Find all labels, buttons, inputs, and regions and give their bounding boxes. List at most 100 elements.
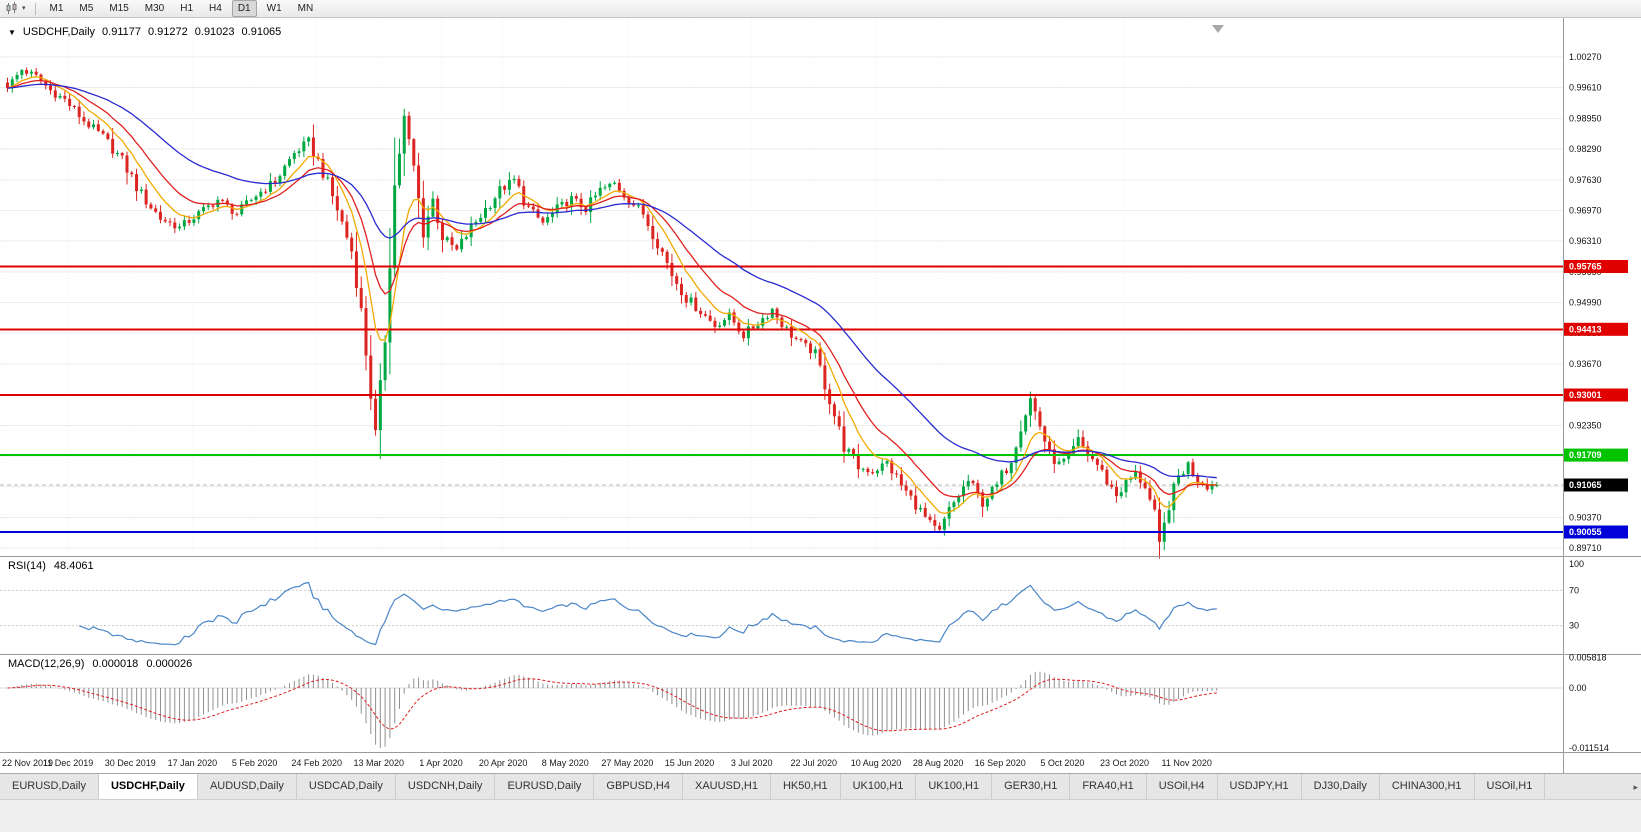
svg-text:27 May 2020: 27 May 2020 <box>601 758 653 768</box>
tab-AUDUSD,Daily[interactable]: AUDUSD,Daily <box>198 774 297 799</box>
price-grid <box>0 56 1563 549</box>
timeframe-button-M1[interactable]: M1 <box>44 0 70 17</box>
tab-GER30,H1[interactable]: GER30,H1 <box>992 774 1071 799</box>
macd-label: MACD(12,26,9) 0.000018 0.000026 <box>8 658 192 670</box>
chart-shift-marker[interactable] <box>1212 25 1224 33</box>
timeframe-buttons: M1 M5 M15 M30 H1 H4 D1 W1 MN <box>42 0 322 17</box>
price-tags: 0.95765 0.94413 0.93001 0.91709 0.90055 0.910… <box>1564 260 1628 539</box>
chart-window: 1.00270 0.99610 0.98950 0.98290 0.97630 0.969… <box>0 18 1641 773</box>
svg-text:3 Jul 2020: 3 Jul 2020 <box>731 758 773 768</box>
svg-text:5 Oct 2020: 5 Oct 2020 <box>1040 758 1084 768</box>
tab-XAUUSD,H1[interactable]: XAUUSD,H1 <box>683 774 771 799</box>
svg-text:13 Mar 2020: 13 Mar 2020 <box>354 758 405 768</box>
svg-text:0.00: 0.00 <box>1569 683 1587 693</box>
moving-average-1 <box>7 79 1217 498</box>
chart-header: ▼ USDCHF,Daily 0.91177 0.91272 0.91023 0… <box>8 26 281 38</box>
macd-histogram <box>11 671 1218 748</box>
svg-text:0.90370: 0.90370 <box>1569 512 1602 522</box>
svg-text:30 Dec 2019: 30 Dec 2019 <box>105 758 156 768</box>
svg-text:22 Nov 2019: 22 Nov 2019 <box>2 758 53 768</box>
svg-text:0.98290: 0.98290 <box>1569 144 1602 154</box>
horizontal-lines[interactable] <box>0 265 1563 533</box>
chart-type-icon[interactable] <box>5 2 18 15</box>
svg-text:22 Jul 2020: 22 Jul 2020 <box>791 758 838 768</box>
svg-text:0.89710: 0.89710 <box>1569 543 1602 553</box>
svg-text:11 Dec 2019: 11 Dec 2019 <box>43 758 93 768</box>
tab-HK50,H1[interactable]: HK50,H1 <box>771 774 841 799</box>
quote-open: 0.91177 <box>102 26 141 38</box>
svg-text:5 Feb 2020: 5 Feb 2020 <box>232 758 278 768</box>
svg-text:0.96310: 0.96310 <box>1569 236 1602 246</box>
timeframe-button-M15[interactable]: M15 <box>103 0 134 17</box>
svg-text:28 Aug 2020: 28 Aug 2020 <box>913 758 964 768</box>
candles <box>6 67 1219 559</box>
toolbar-separator <box>34 2 36 15</box>
tab-FRA40,H1[interactable]: FRA40,H1 <box>1070 774 1147 799</box>
macd-value: 0.000018 <box>92 658 139 670</box>
tab-USDCNH,Daily[interactable]: USDCNH,Daily <box>396 774 496 799</box>
svg-text:70: 70 <box>1569 585 1579 595</box>
chart-tabs: ▸ EURUSD,Daily USDCHF,Daily AUDUSD,Daily US… <box>0 773 1641 799</box>
svg-text:0.93670: 0.93670 <box>1569 359 1602 369</box>
svg-text:1 Apr 2020: 1 Apr 2020 <box>419 758 463 768</box>
svg-text:23 Oct 2020: 23 Oct 2020 <box>1100 758 1149 768</box>
macd-signal-value: 0.000026 <box>146 658 193 670</box>
symbol-marker-icon[interactable]: ▼ <box>8 27 16 37</box>
tab-UK100,H1[interactable]: UK100,H1 <box>841 774 917 799</box>
tab-USOil,H1[interactable]: USOil,H1 <box>1475 774 1546 799</box>
svg-text:10 Aug 2020: 10 Aug 2020 <box>851 758 902 768</box>
tab-GBPUSD,H4[interactable]: GBPUSD,H4 <box>594 774 683 799</box>
timeframe-button-W1[interactable]: W1 <box>261 0 288 17</box>
rsi-label: RSI(14) 48.4061 <box>8 560 94 572</box>
svg-text:0.91065: 0.91065 <box>1569 480 1602 490</box>
svg-text:0.94413: 0.94413 <box>1569 324 1602 334</box>
svg-text:0.96970: 0.96970 <box>1569 205 1602 215</box>
quote-high: 0.91272 <box>148 26 188 38</box>
svg-text:0.005818: 0.005818 <box>1569 653 1607 663</box>
rsi-name: RSI(14) <box>8 560 46 572</box>
svg-text:0.95765: 0.95765 <box>1569 262 1602 272</box>
svg-text:0.94990: 0.94990 <box>1569 298 1602 308</box>
svg-text:15 Jun 2020: 15 Jun 2020 <box>665 758 715 768</box>
tab-DJ30,Daily[interactable]: DJ30,Daily <box>1302 774 1380 799</box>
timeframe-button-M30[interactable]: M30 <box>139 0 170 17</box>
chart-canvas[interactable]: 1.00270 0.99610 0.98950 0.98290 0.97630 0.969… <box>0 18 1641 773</box>
tab-CHINA300,H1[interactable]: CHINA300,H1 <box>1380 774 1475 799</box>
toolbar-dropdown-caret-icon[interactable]: ▾ <box>22 4 26 12</box>
svg-text:11 Nov 2020: 11 Nov 2020 <box>1162 758 1212 768</box>
svg-text:0.97630: 0.97630 <box>1569 175 1602 185</box>
macd-name: MACD(12,26,9) <box>8 658 85 670</box>
svg-text:0.98950: 0.98950 <box>1569 113 1602 123</box>
rsi-levels <box>0 589 1563 627</box>
svg-text:0.91709: 0.91709 <box>1569 450 1602 460</box>
svg-text:-0.011514: -0.011514 <box>1569 743 1609 753</box>
bid-price-tag <box>1564 478 1628 492</box>
macd-axis-labels: 0.005818 0.00 -0.011514 <box>1569 653 1609 753</box>
moving-average-2 <box>7 83 1217 479</box>
tab-USOil,H4[interactable]: USOil,H4 <box>1147 774 1218 799</box>
svg-text:30: 30 <box>1569 621 1579 631</box>
quote-close: 0.91065 <box>241 26 282 38</box>
moving-average-0 <box>7 76 1217 515</box>
timeframe-button-M5[interactable]: M5 <box>73 0 99 17</box>
rsi-line <box>78 581 1217 646</box>
tab-EURUSD,Daily[interactable]: EURUSD,Daily <box>0 774 99 799</box>
time-grid <box>5 18 1188 556</box>
quote-low: 0.91023 <box>194 26 235 38</box>
tab-scroll-right-icon[interactable]: ▸ <box>1633 782 1638 792</box>
svg-text:0.90055: 0.90055 <box>1569 527 1602 537</box>
tab-USDCHF,Daily[interactable]: USDCHF,Daily <box>98 774 198 799</box>
tab-UK100,H1[interactable]: UK100,H1 <box>916 774 993 799</box>
timeframe-button-H1[interactable]: H1 <box>174 0 199 17</box>
rsi-value: 48.4061 <box>53 560 94 572</box>
tab-USDCAD,Daily[interactable]: USDCAD,Daily <box>297 774 396 799</box>
svg-text:17 Jan 2020: 17 Jan 2020 <box>168 758 218 768</box>
timeframe-button-D1[interactable]: D1 <box>231 0 257 17</box>
tab-EURUSD,Daily[interactable]: EURUSD,Daily <box>495 774 595 799</box>
timeframe-button-MN[interactable]: MN <box>292 0 320 17</box>
timeframe-button-H4[interactable]: H4 <box>203 0 228 17</box>
status-bar <box>0 799 1641 832</box>
tab-USDJPY,H1[interactable]: USDJPY,H1 <box>1218 774 1302 799</box>
